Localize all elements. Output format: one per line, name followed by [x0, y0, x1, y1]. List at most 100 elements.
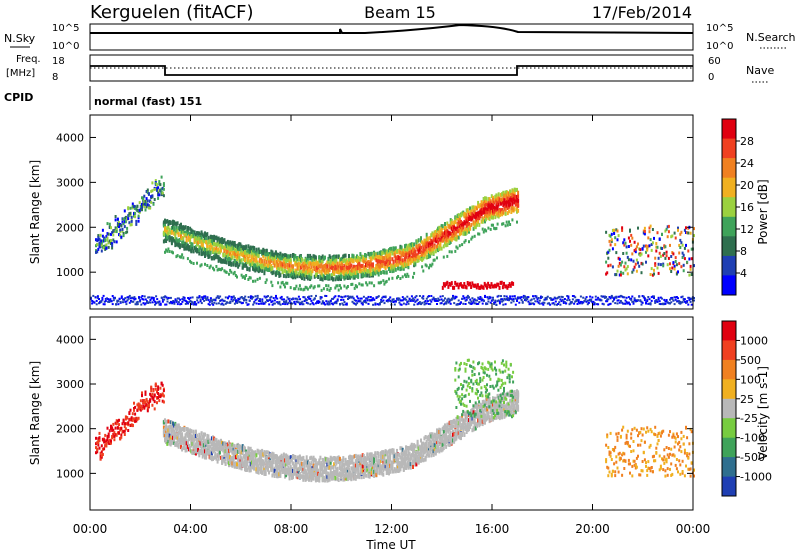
velocity-cell: [231, 447, 234, 452]
power-cell: [334, 259, 337, 264]
power-cell: [464, 284, 467, 289]
power-cell: [617, 295, 620, 298]
power-cell: [149, 206, 152, 210]
power-cell: [171, 301, 174, 304]
velocity-cell: [180, 432, 182, 437]
power-cell: [487, 197, 490, 202]
power-cell: [221, 267, 224, 271]
power-cell: [406, 258, 409, 263]
power-cell: [303, 276, 306, 281]
power-cell: [488, 205, 491, 210]
nsky-label: N.Sky: [4, 32, 36, 45]
power-cell: [486, 302, 489, 305]
power-cell: [295, 271, 298, 276]
power-cell: [473, 224, 476, 229]
power-cell: [320, 296, 323, 299]
power-cell: [230, 242, 233, 246]
power-cell: [103, 300, 106, 303]
power-cell: [252, 266, 254, 271]
power-cell: [342, 303, 345, 306]
power-cell: [425, 297, 428, 300]
velocity-cell: [198, 451, 201, 456]
power-cell: [318, 264, 321, 269]
power-cell: [402, 266, 405, 271]
power-cell: [434, 230, 437, 235]
power-cell: [263, 302, 266, 305]
power-cell: [384, 295, 387, 298]
power-cell: [671, 266, 674, 270]
power-cell: [396, 260, 398, 265]
power-cell: [468, 240, 470, 244]
power-cell: [430, 300, 433, 303]
power-cell: [190, 242, 193, 247]
power-cell: [324, 263, 326, 268]
power-cell: [215, 246, 218, 251]
power-cell: [175, 299, 178, 302]
power-cell: [481, 216, 484, 221]
power-cell: [489, 210, 492, 215]
power-cell: [218, 250, 221, 255]
power-cell: [268, 262, 270, 267]
power-cell: [504, 303, 507, 306]
power-cell: [239, 260, 242, 265]
velocity-cell: [215, 444, 218, 449]
power-cell: [353, 299, 356, 302]
velocity-cell: [216, 459, 219, 464]
power-cell: [278, 300, 281, 303]
power-cell: [154, 303, 156, 306]
velocity-cell: [250, 449, 253, 454]
power-cell: [575, 300, 578, 302]
power-cell: [298, 262, 301, 267]
power-cell: [505, 298, 508, 300]
power-cell: [502, 210, 505, 215]
power-cell: [393, 248, 396, 252]
power-cell: [345, 261, 348, 266]
power-cell: [465, 296, 468, 299]
power-cell: [460, 301, 462, 304]
power-cell: [461, 224, 464, 229]
power-cell: [106, 297, 108, 300]
power-cell: [163, 298, 166, 301]
velocity-cell: [205, 448, 208, 453]
power-cell: [252, 279, 254, 283]
power-cell: [579, 300, 582, 303]
power-cell: [152, 202, 155, 206]
power-cell: [285, 299, 288, 302]
velocity-cell: [242, 448, 245, 453]
power-cell: [165, 248, 168, 252]
power-cell: [278, 254, 281, 259]
power-cell: [486, 296, 489, 299]
power-cell: [175, 300, 178, 303]
power-cell: [335, 258, 338, 263]
power-cell: [119, 230, 122, 234]
power-cell: [690, 273, 693, 276]
power-cell: [370, 281, 373, 285]
power-cell: [666, 235, 669, 239]
power-cell: [255, 266, 258, 271]
power-cell: [471, 235, 474, 239]
power-cell: [208, 245, 211, 249]
power-cell: [602, 295, 605, 298]
power-cell: [358, 266, 361, 271]
power-cell: [256, 267, 259, 272]
power-cell: [294, 254, 297, 258]
power-cell: [408, 257, 411, 262]
power-cell: [229, 300, 232, 303]
power-cell: [356, 254, 358, 259]
power-cell: [618, 301, 621, 304]
power-cell: [138, 208, 141, 212]
power-cell: [502, 192, 505, 197]
power-cell: [285, 274, 288, 279]
power-cell: [557, 303, 560, 305]
power-cell: [250, 246, 253, 251]
power-cell: [439, 241, 442, 246]
power-cell: [317, 275, 320, 279]
power-cell: [516, 194, 518, 199]
power-cell: [489, 204, 492, 209]
power-cell: [446, 280, 449, 285]
power-cell: [97, 234, 100, 238]
power-cell: [133, 214, 135, 218]
power-cell: [624, 299, 627, 302]
power-cell: [521, 300, 524, 303]
